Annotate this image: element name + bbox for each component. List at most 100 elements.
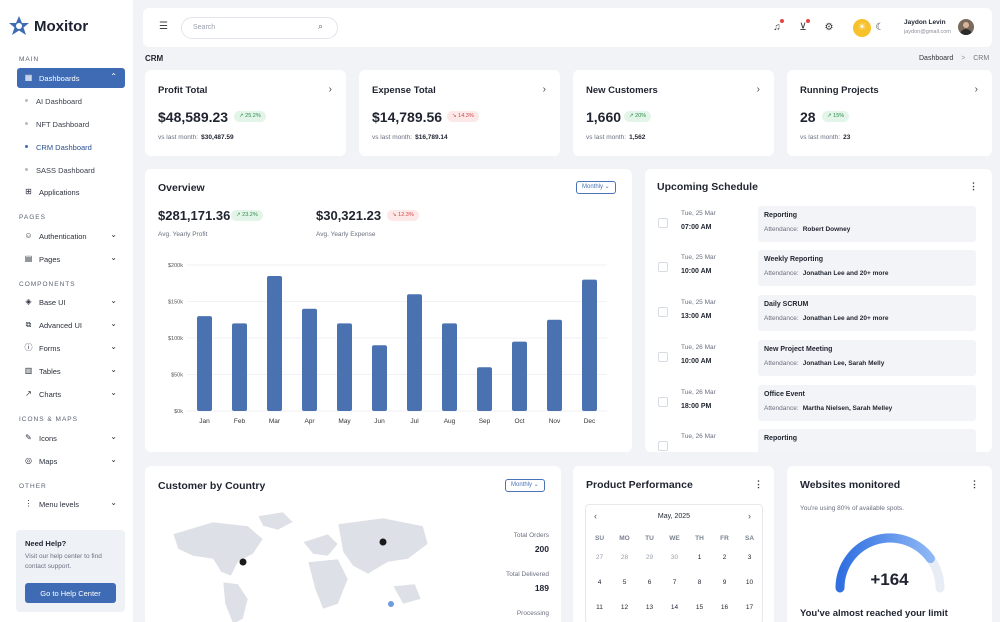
schedule-item[interactable]: Tue, 25 Mar 07:00 AM Reporting Attendance: R… [658, 206, 976, 242]
sidebar-item-advanced-ui[interactable]: ⧉ Advanced UI ⌄ [17, 315, 125, 335]
schedule-event-box[interactable]: Weekly Reporting Attendance: Jonathan Lee … [758, 250, 976, 286]
schedule-checkbox[interactable] [658, 441, 668, 451]
sub-dot [25, 168, 28, 171]
bar-dec[interactable] [582, 279, 597, 411]
schedule-title: Upcoming Schedule [657, 181, 758, 193]
schedule-time: 07:00 AM [681, 224, 712, 231]
chevron-right-icon[interactable]: › [974, 84, 978, 95]
sidebar-item-maps[interactable]: ◎ Maps ⌄ [17, 451, 125, 471]
schedule-checkbox[interactable] [658, 262, 668, 272]
country-title: Customer by Country [158, 480, 266, 492]
bar-oct[interactable] [512, 341, 527, 411]
bar-jan[interactable] [197, 316, 212, 411]
search-icon[interactable]: ⌕ [318, 21, 324, 31]
gear-icon[interactable]: ⚙ [824, 22, 834, 33]
more-options-icon[interactable]: ⋮ [969, 181, 978, 191]
calendar-week[interactable]: 4 5 6 7 8 9 10 [597, 579, 754, 586]
sub-dot [25, 99, 28, 102]
y-tick-label: $150k [168, 300, 183, 306]
bar-jun[interactable] [372, 345, 387, 411]
sidebar-sub-sass-dashboard[interactable]: SASS Dashboard [36, 166, 95, 175]
profit-label: Avg. Yearly Profit [158, 231, 208, 238]
schedule-checkbox[interactable] [658, 218, 668, 228]
profit-value: $281,171.36 [158, 208, 231, 223]
bell-icon[interactable]: ♫ [773, 22, 781, 33]
bar-apr[interactable] [302, 308, 317, 411]
next-month-icon[interactable]: › [748, 511, 751, 521]
schedule-event-box[interactable]: New Project Meeting Attendance: Jonathan L… [758, 340, 976, 376]
map-marker[interactable] [239, 558, 247, 566]
bar-may[interactable] [337, 323, 352, 411]
expense-value: $30,321.23 [316, 208, 382, 223]
schedule-checkbox[interactable] [658, 307, 668, 317]
cart-icon[interactable]: ⊻ [799, 22, 807, 33]
schedule-item[interactable]: Tue, 25 Mar 10:00 AM Weekly Reporting Atten… [658, 250, 976, 286]
schedule-event-name: New Project Meeting [764, 346, 833, 353]
sub-dot-active [25, 145, 28, 148]
schedule-event-name: Office Event [764, 391, 805, 398]
sidebar-sub-ai-dashboard[interactable]: AI Dashboard [36, 97, 82, 106]
schedule-item[interactable]: Tue, 26 Mar Reporting [658, 429, 976, 452]
help-center-button[interactable]: Go to Help Center [25, 583, 116, 603]
bar-sep[interactable] [477, 367, 492, 411]
section-main: MAIN [19, 56, 40, 63]
sidebar-item-authentication[interactable]: ☺ Authentication ⌄ [17, 226, 125, 246]
schedule-attendance: Attendance: Jonathan Lee, Sarah Melly [764, 360, 885, 367]
moon-icon[interactable]: ☾ [875, 22, 885, 33]
schedule-event-box[interactable]: Daily SCRUM Attendance: Jonathan Lee and 2… [758, 295, 976, 331]
sidebar-item-base-ui[interactable]: ◈ Base UI ⌄ [17, 292, 125, 312]
sidebar-sub-nft-dashboard[interactable]: NFT Dashboard [36, 120, 90, 129]
schedule-date: Tue, 25 Mar [681, 254, 716, 261]
sidebar-item-label: Icons [39, 433, 57, 443]
prev-month-icon[interactable]: ‹ [594, 511, 597, 521]
calendar-weekdays: SU MO TU WE TH FR SA [594, 534, 755, 542]
sidebar-item-pages[interactable]: ▤ Pages ⌄ [17, 249, 125, 269]
calendar-week[interactable]: 27 28 29 30 1 2 3 [595, 554, 752, 561]
sidebar-item-dashboards[interactable]: ▦ Dashboards ⌃ [17, 68, 125, 88]
world-map[interactable] [153, 504, 433, 622]
search-input[interactable]: Search [181, 17, 338, 39]
chevron-right-icon[interactable]: › [328, 84, 332, 95]
bar-mar[interactable] [267, 275, 282, 411]
y-tick-label: $50k [171, 373, 183, 379]
overview-filter-dropdown[interactable]: Monthly ⌄ [576, 181, 616, 194]
schedule-item[interactable]: Tue, 26 Mar 10:00 AM New Project Meeting At… [658, 340, 976, 376]
schedule-event-box[interactable]: Reporting [758, 429, 976, 452]
avatar[interactable] [958, 19, 974, 35]
more-options-icon[interactable]: ⋮ [754, 479, 763, 489]
country-filter-dropdown[interactable]: Monthly ⌄ [505, 479, 545, 492]
sidebar-item-label: Tables [39, 366, 61, 376]
page-title: CRM [145, 54, 164, 63]
sidebar-item-icons[interactable]: ✎ Icons ⌄ [17, 428, 125, 448]
map-marker[interactable] [388, 601, 394, 607]
schedule-checkbox[interactable] [658, 397, 668, 407]
calendar-week[interactable]: 11 12 13 14 15 16 17 [596, 604, 754, 611]
sidebar-item-label: Pages [39, 254, 61, 264]
schedule-checkbox[interactable] [658, 352, 668, 362]
bar-nov[interactable] [547, 319, 562, 411]
more-options-icon[interactable]: ⋮ [970, 479, 979, 489]
bar-aug[interactable] [442, 323, 457, 411]
sun-icon[interactable]: ☀ [853, 19, 871, 37]
menu-toggle-icon[interactable]: ☰ [159, 21, 168, 32]
schedule-event-box[interactable]: Office Event Attendance: Martha Nielsen, S… [758, 385, 976, 421]
breadcrumb-root[interactable]: Dashboard [919, 55, 954, 62]
chevron-right-icon[interactable]: › [542, 84, 546, 95]
bar-feb[interactable] [232, 323, 247, 411]
schedule-event-box[interactable]: Reporting Attendance: Robert Downey [758, 206, 976, 242]
schedule-date: Tue, 25 Mar [681, 299, 716, 306]
sidebar-item-applications[interactable]: ⊞ Applications [17, 182, 125, 202]
bar-jul[interactable] [407, 294, 422, 411]
sidebar-item-charts[interactable]: ↗ Charts ⌄ [17, 384, 125, 404]
schedule-item[interactable]: Tue, 25 Mar 13:00 AM Daily SCRUM Attendance… [658, 295, 976, 331]
sidebar-item-forms[interactable]: ⓘ Forms ⌄ [17, 338, 125, 358]
sidebar-item-menu-levels[interactable]: ⋮ Menu levels ⌄ [17, 494, 125, 514]
breadcrumb-separator: > [961, 55, 966, 62]
schedule-item[interactable]: Tue, 26 Mar 18:00 PM Office Event Attendanc… [658, 385, 976, 421]
apps-icon: ⊞ [25, 187, 32, 196]
sidebar-item-tables[interactable]: ▥ Tables ⌄ [17, 361, 125, 381]
chevron-up-icon: ⌃ [110, 72, 117, 81]
chevron-right-icon[interactable]: › [756, 84, 760, 95]
map-marker[interactable] [379, 538, 387, 546]
sidebar-sub-crm-dashboard[interactable]: CRM Dashboard [36, 143, 92, 152]
